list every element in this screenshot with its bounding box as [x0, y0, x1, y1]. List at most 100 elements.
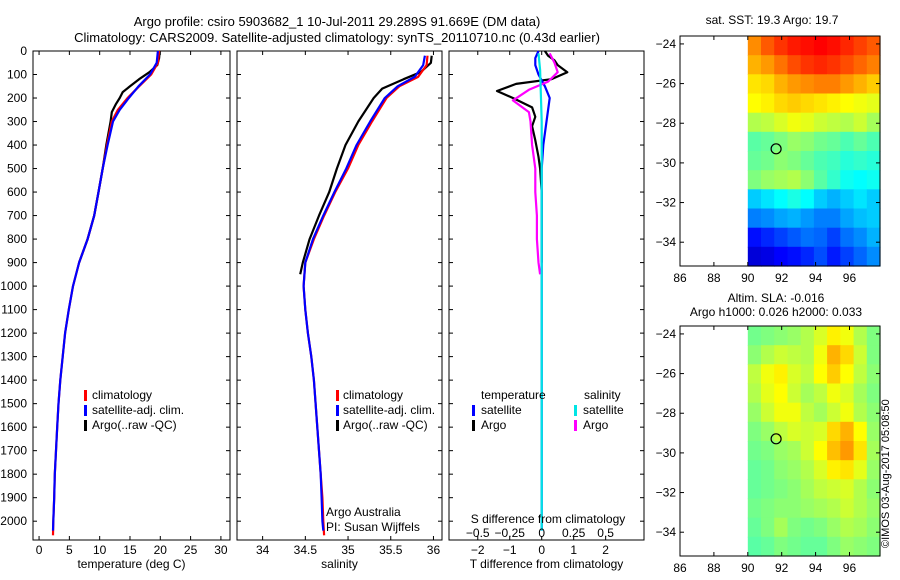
depth-tick-label: 300	[7, 115, 27, 129]
difference-xlabel: T difference from climatology	[470, 557, 624, 571]
sst-map-cell	[853, 246, 868, 267]
sla-map-argo-marker	[770, 433, 782, 445]
legend-label: Argo	[481, 418, 507, 432]
sla-map-cell	[813, 421, 828, 442]
sla-map-title: Altim. SLA: -0.016	[728, 291, 825, 305]
depth-tick-label: 1400	[0, 373, 27, 387]
sla-map-cell	[840, 441, 855, 461]
sst-map-xtick-label: 90	[741, 271, 755, 285]
temperature-xtick-label: 10	[93, 543, 107, 557]
sla-map-cell	[800, 326, 815, 346]
sla-map-cell	[853, 498, 868, 519]
sst-map-cell	[827, 93, 841, 114]
depth-tick-label: 100	[7, 68, 27, 82]
sla-map-cell	[800, 364, 815, 385]
sst-map-cell	[813, 208, 828, 229]
sst-map-cell	[813, 74, 828, 95]
legend-title-temperature: temperature	[481, 388, 546, 402]
sst-map-cell	[827, 131, 841, 152]
sst-map-cell	[840, 131, 855, 152]
sla-map-cell	[747, 383, 762, 404]
series-satellite-adj-clim-	[51, 50, 159, 531]
sst-map-cell	[866, 74, 881, 95]
sla-map-cell	[866, 364, 881, 385]
legend-swatch	[84, 405, 87, 416]
legend-swatch	[84, 390, 87, 401]
sla-map-cell	[774, 345, 788, 365]
sst-map-cell	[800, 36, 815, 56]
sst-map-cell	[774, 36, 788, 56]
sla-map-ytick-label: −34	[656, 525, 677, 539]
sla-map-xtick-label: 94	[809, 561, 823, 575]
sla-map-cell	[840, 460, 855, 480]
sla-map-cell	[866, 517, 881, 538]
sst-map-cell	[761, 246, 775, 267]
sst-map-cell	[840, 93, 855, 114]
depth-tick-label: 200	[7, 91, 27, 105]
sla-map-cell	[866, 460, 881, 480]
temperature-frame	[32, 50, 231, 541]
sla-map-cell	[747, 441, 762, 461]
sst-map-cell	[866, 151, 881, 171]
legend-swatch	[336, 390, 339, 401]
sst-map-cell	[853, 36, 868, 56]
sst-map-xtick-label: 92	[775, 271, 789, 285]
legend-title-salinity: salinity	[584, 388, 621, 402]
legend-swatch	[336, 420, 339, 431]
sst-map-cell	[761, 208, 775, 229]
sst-map-cell	[761, 55, 775, 75]
sst-map-cell	[800, 151, 815, 171]
sla-map-ytick-label: −24	[656, 327, 677, 341]
sst-map-cell	[747, 112, 762, 133]
sst-map-cell	[866, 208, 881, 229]
sst-map-cell	[761, 227, 775, 248]
sla-map-cell	[761, 460, 775, 480]
sla-map-cell	[827, 441, 841, 461]
depth-tick-label: 1900	[0, 491, 27, 505]
sst-map-cell	[853, 112, 868, 133]
sst-map-cell	[787, 112, 802, 133]
depth-tick-label: 1000	[0, 279, 27, 293]
sla-map-cell	[761, 345, 775, 365]
sla-map-cell	[747, 402, 762, 423]
sst-map-cell	[813, 170, 828, 190]
sst-map-cell	[761, 170, 775, 190]
sst-map-argo-marker	[770, 143, 782, 155]
difference-xtick-label: 0	[538, 543, 545, 557]
sst-map-cell	[787, 93, 802, 114]
header-line-2: Climatology: CARS2009. Satellite-adjuste…	[74, 30, 600, 45]
sst-map-cell	[761, 151, 775, 171]
sla-map-xtick-label: 86	[673, 561, 687, 575]
sla-map-xtick-label: 90	[741, 561, 755, 575]
sst-map-cell	[761, 36, 775, 56]
series-argo-raw-qc-	[299, 55, 433, 275]
sla-map-cell	[853, 326, 868, 346]
sst-map-cell	[747, 246, 762, 267]
sst-map-cell	[787, 170, 802, 190]
sst-map-cell	[813, 93, 828, 114]
sla-map-cell	[866, 326, 881, 346]
series-t-argo	[495, 50, 569, 263]
sal-diff-tick-label: 0.5	[597, 526, 614, 540]
sst-map-cell	[774, 131, 788, 152]
sst-map-cell	[774, 55, 788, 75]
sst-map-cell	[827, 36, 841, 56]
temperature-panel: 0100200300400500600700800900100011001200…	[0, 44, 231, 571]
sst-map-ytick-label: −32	[656, 196, 677, 210]
sst-map-cell	[866, 227, 881, 248]
sst-map-cell	[866, 55, 881, 75]
sla-map-cell	[840, 402, 855, 423]
sla-map-cell	[853, 460, 868, 480]
sla-map-cell	[800, 383, 815, 404]
sla-map-cell	[813, 517, 828, 538]
sst-map-cell	[747, 55, 762, 75]
sla-map-cell	[827, 517, 841, 538]
sst-map-cell	[840, 246, 855, 267]
sla-map-cell	[800, 460, 815, 480]
sla-map-cell	[761, 536, 775, 557]
series-climatology	[51, 50, 161, 536]
sst-map-cell	[774, 208, 788, 229]
sla-map-cell	[787, 460, 802, 480]
sst-map-cell	[747, 227, 762, 248]
depth-tick-label: 500	[7, 162, 27, 176]
